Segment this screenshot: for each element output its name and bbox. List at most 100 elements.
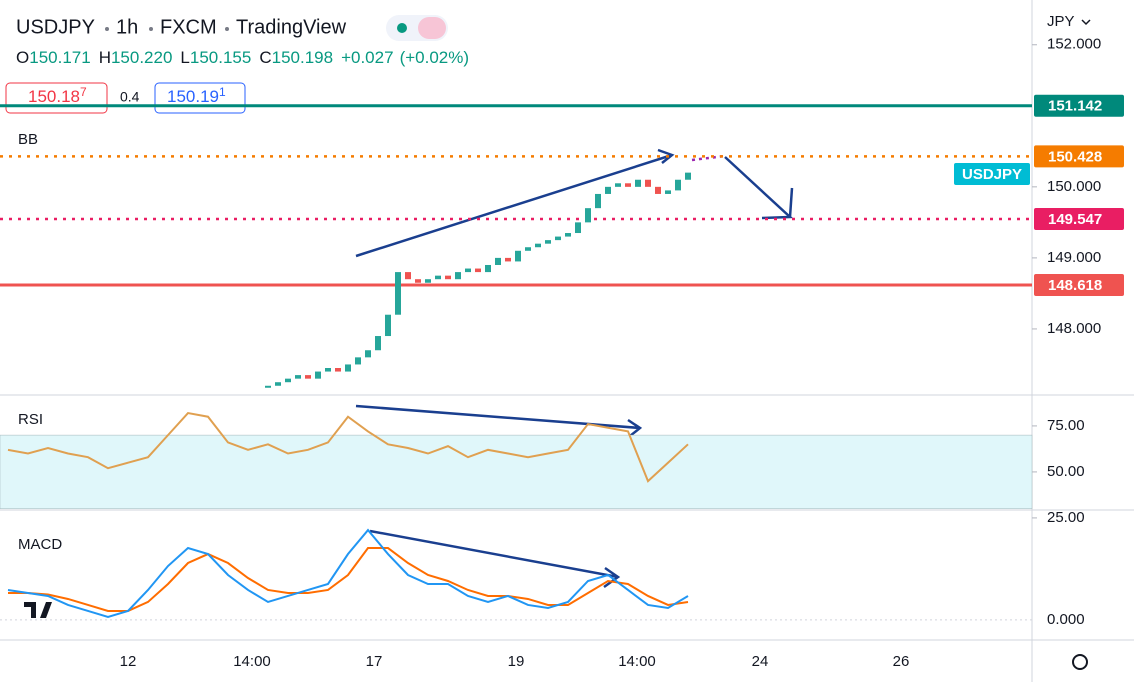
ohlc-key: C [259, 48, 271, 67]
y-tick-label: 148.000 [1047, 320, 1101, 337]
ohlc-line: O150.171 H150.220 L150.155 C150.198 +0.027 (+… [16, 48, 469, 67]
candle [625, 183, 631, 187]
ohlc-key: L [180, 48, 189, 67]
candle [545, 240, 551, 244]
candle [355, 357, 361, 365]
candle [325, 368, 331, 372]
price-tag-label: 148.618 [1048, 277, 1102, 294]
rsi-line [7, 411, 689, 483]
candle [415, 279, 421, 283]
source: FXCM [160, 16, 217, 38]
replay-icon[interactable] [418, 17, 446, 39]
separator [149, 27, 153, 31]
rsi-band [0, 434, 1033, 509]
price-tag-label: 149.547 [1048, 211, 1102, 228]
symbol: USDJPY [16, 16, 95, 38]
price-tag [1034, 208, 1124, 231]
price-tag [1034, 274, 1124, 297]
ohlc-value: 150.198 [272, 48, 333, 67]
x-tick-label: 14:00 [618, 653, 656, 670]
settings-icon[interactable] [1072, 654, 1088, 670]
candle [465, 268, 471, 273]
candle [285, 378, 291, 383]
currency[interactable]: JPY [1047, 13, 1075, 30]
spread: 0.4 [120, 89, 140, 105]
candle [665, 190, 671, 194]
gear[interactable] [1072, 654, 1088, 670]
separator [105, 27, 109, 31]
ohlc-value: 150.220 [111, 48, 172, 67]
buy-main: 150.19 [167, 87, 219, 106]
candle [595, 193, 601, 209]
candle [445, 275, 451, 280]
y-tick-label: 152.000 [1047, 36, 1101, 53]
candle [295, 375, 301, 379]
buy-pip: 1 [219, 85, 226, 99]
projection [691, 154, 726, 162]
candle [505, 257, 511, 262]
symbol-tag-label: USDJPY [962, 166, 1022, 183]
candle [455, 272, 461, 280]
price-tag [1034, 94, 1124, 117]
candle [635, 179, 641, 187]
price-tag-label: 151.142 [1048, 98, 1102, 115]
pane-label: MACD [18, 536, 62, 553]
x-tick-label: 14:00 [233, 653, 271, 670]
candle [365, 350, 371, 358]
x-tick-label: 24 [752, 653, 769, 670]
candle [575, 222, 581, 234]
ohlc-value: 150.155 [190, 48, 251, 67]
platform: TradingView [236, 16, 347, 38]
buy-price: 150.191 [167, 85, 226, 106]
candle [275, 382, 281, 386]
change-pct: (+0.02%) [400, 48, 469, 67]
x-tick-label: 17 [366, 653, 383, 670]
interval: 1h [116, 16, 138, 38]
candle [435, 275, 441, 280]
candle [585, 208, 591, 223]
candle [535, 243, 541, 248]
logo [24, 602, 52, 618]
trend-arrow [355, 148, 675, 258]
candle [425, 279, 431, 283]
candle [485, 264, 491, 273]
x-tick-label: 26 [893, 653, 910, 670]
candle [615, 183, 621, 187]
x-tick-label: 12 [120, 653, 137, 670]
change: +0.027 [341, 48, 393, 67]
sell-price: 150.187 [28, 85, 87, 106]
candle [305, 375, 311, 379]
y-tick-label: 149.000 [1047, 249, 1101, 266]
header: USDJPY 1h FXCM TradingView O150.171 H150.… [16, 15, 469, 67]
ohlc-key: H [99, 48, 111, 67]
candle [345, 364, 351, 372]
candle [385, 314, 391, 337]
signal-line [8, 547, 689, 612]
candle [315, 371, 321, 379]
price-tag [1034, 145, 1124, 168]
y-tick-label: 0.000 [1047, 611, 1085, 628]
candle [375, 336, 381, 351]
macd-line [7, 528, 689, 618]
candle [555, 236, 561, 241]
candle [475, 268, 481, 273]
macd-divergence [369, 529, 621, 589]
ohlc-value: 150.171 [29, 48, 90, 67]
candle [405, 272, 411, 280]
y-tick-label: 150.000 [1047, 178, 1101, 195]
dropdown-icon [1081, 19, 1091, 26]
candle [395, 272, 401, 315]
candle [655, 186, 661, 194]
price-tag-label: 150.428 [1048, 148, 1102, 165]
candle [605, 186, 611, 194]
candle [685, 172, 691, 180]
y-tick-label: 25.00 [1047, 509, 1085, 526]
pane-label: BB [18, 131, 38, 148]
ohlc-key: O [16, 48, 29, 67]
symbol-tag [954, 163, 1030, 185]
candle [675, 179, 681, 191]
y-tick-label: 50.00 [1047, 463, 1085, 480]
pane-label: RSI [18, 411, 43, 428]
candle [495, 257, 501, 265]
